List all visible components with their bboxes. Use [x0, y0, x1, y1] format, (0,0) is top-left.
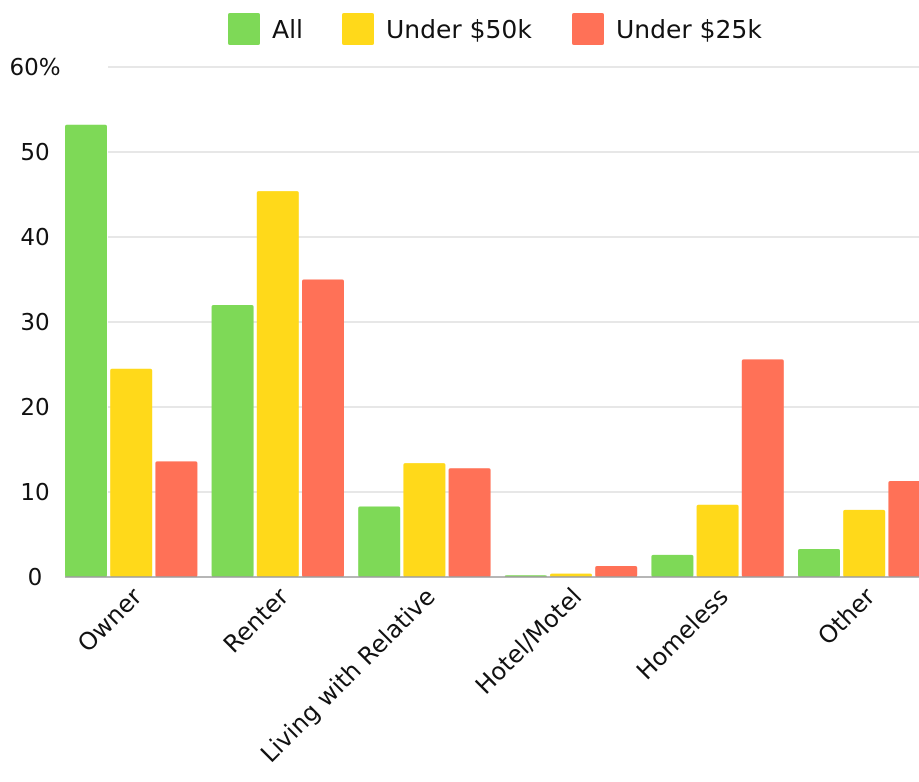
bar-all-homeless — [651, 554, 694, 577]
y-tick-label: 60% — [9, 55, 60, 81]
legend-swatch — [228, 13, 260, 45]
x-tick-label: Homeless — [631, 582, 734, 685]
legend-swatch — [342, 13, 374, 45]
y-tick-label: 50 — [20, 140, 49, 166]
legend-swatch — [572, 13, 604, 45]
legend-label: Under $50k — [386, 15, 532, 44]
y-tick-label: 0 — [28, 565, 43, 591]
bar-under-50k-renter — [256, 191, 299, 577]
bar-under-25k-other — [888, 480, 919, 577]
bar-under-25k-owner — [155, 461, 198, 577]
legend-label: All — [272, 15, 303, 44]
x-tick-label: Owner — [72, 582, 147, 657]
bar-under-25k-hotel-motel — [595, 565, 638, 577]
legend-label: Under $25k — [616, 15, 762, 44]
bar-all-other — [798, 548, 840, 577]
bar-under-50k-hotel-motel — [550, 573, 592, 577]
bar-under-50k-homeless — [696, 504, 739, 577]
x-tick-label: Renter — [218, 582, 294, 658]
bar-under-25k-renter — [302, 279, 344, 577]
y-tick-label: 10 — [20, 480, 49, 506]
bar-under-50k-living-with-relative — [403, 463, 446, 577]
x-tick-label: Other — [812, 582, 880, 650]
bar-under-50k-other — [843, 509, 886, 577]
bar-all-living-with-relative — [358, 506, 401, 577]
bar-under-25k-living-with-relative — [448, 468, 491, 577]
y-tick-label: 30 — [20, 310, 49, 336]
bar-all-renter — [211, 305, 254, 577]
x-tick-label: Hotel/Motel — [470, 582, 587, 699]
y-tick-label: 20 — [20, 395, 49, 421]
bars — [65, 124, 919, 578]
y-tick-label: 40 — [20, 225, 49, 251]
bar-under-50k-owner — [110, 368, 153, 577]
y-axis-ticks: 0 10 20 30 40 50 60% — [9, 55, 60, 591]
bar-all-owner — [65, 124, 107, 578]
legend: All Under $50k Under $25k — [228, 13, 762, 45]
bar-under-25k-homeless — [741, 359, 784, 577]
